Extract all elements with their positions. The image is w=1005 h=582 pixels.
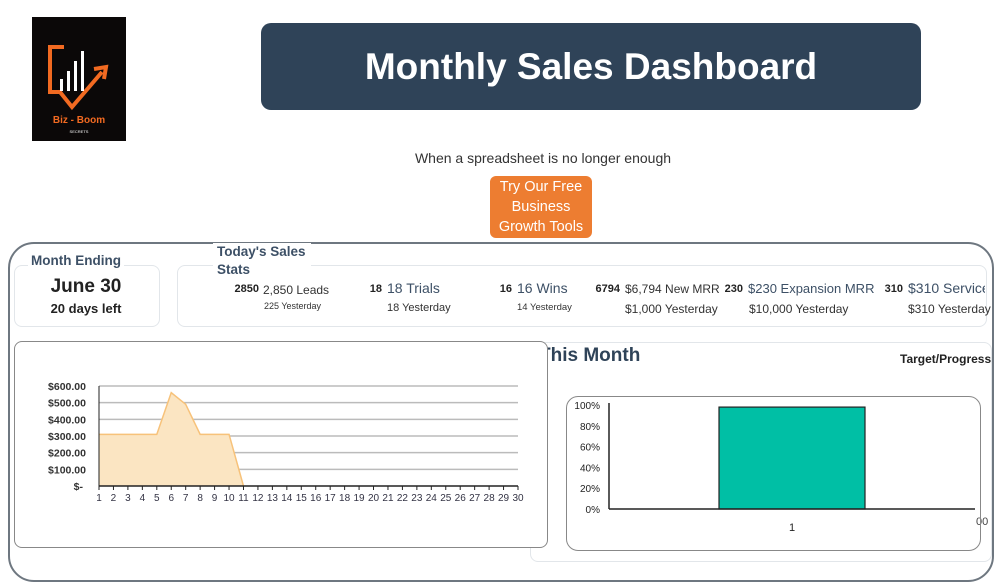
y-tick-label: 80%	[580, 422, 600, 433]
x-tick-label: 17	[325, 493, 337, 504]
y-tick-label: 100%	[574, 401, 600, 412]
logo-chart-icon: Biz - Boom SECRETS	[32, 17, 126, 141]
stat-leads: 2,850 Leads	[263, 283, 329, 297]
x-tick-label: 22	[397, 493, 409, 504]
days-left: 20 days left	[14, 301, 158, 316]
y-tick-label: $500.00	[48, 398, 86, 410]
x-tick-label: 9	[212, 493, 218, 504]
logo-subtext: SECRETS	[70, 129, 89, 134]
stat-new-mrr-yesterday: $1,000 Yesterday	[625, 302, 718, 316]
x-tick-label: 14	[281, 493, 293, 504]
progress-bar	[719, 407, 865, 509]
stat-trials-yesterday: 18 Yesterday	[387, 302, 451, 314]
x-tick-label: 26	[455, 493, 467, 504]
stat-services-num: 310	[868, 283, 903, 295]
y-tick-label: $-	[74, 481, 84, 493]
x-tick-label: 10	[223, 493, 235, 504]
stat-trials: 18 Trials	[387, 280, 440, 296]
stat-leads-num: 2850	[215, 283, 259, 295]
x-tick-label: 1	[789, 522, 795, 534]
x-tick-label: 12	[252, 493, 264, 504]
y-tick-label: $300.00	[48, 431, 86, 443]
stat-wins-yesterday: 14 Yesterday	[517, 302, 572, 313]
tagline: When a spreadsheet is no longer enough	[330, 150, 756, 166]
y-tick-label: 0%	[586, 505, 601, 516]
month-ending-date: June 30	[14, 276, 158, 298]
x-tick-label: 29	[498, 493, 510, 504]
x-tick-label: 1	[96, 493, 102, 504]
target-progress-chart: 0% 20% 40% 60% 80% 100% 1	[567, 397, 980, 550]
month-ending-label: Month Ending	[28, 253, 124, 268]
x-tick-label: 7	[183, 493, 189, 504]
page-title: Monthly Sales Dashboard	[261, 23, 921, 110]
target-progress-chart-panel: 0% 20% 40% 60% 80% 100% 1	[566, 396, 981, 551]
logo: Biz - Boom SECRETS	[32, 17, 126, 141]
target-progress-label: Target/Progress	[900, 352, 991, 366]
x-tick-label: 28	[484, 493, 496, 504]
x-tick-label: 8	[197, 493, 203, 504]
stat-trials-num: 18	[350, 283, 382, 295]
x-tick-label: 30	[512, 493, 524, 504]
x-tick-label: 2	[111, 493, 117, 504]
stat-expansion-num: 230	[705, 283, 743, 295]
stat-wins: 16 Wins	[517, 280, 568, 296]
free-tools-button-label: Try Our Free Business Growth Tools	[496, 177, 586, 237]
x-tick-label: 25	[440, 493, 452, 504]
x-tick-label: 11	[238, 493, 249, 504]
stat-new-mrr-num: 6794	[580, 283, 620, 295]
x-tick-label: 27	[469, 493, 481, 504]
y-tick-label: $600.00	[48, 381, 86, 393]
x-tick-label: 24	[426, 493, 438, 504]
this-month-title: This Month	[539, 345, 640, 367]
stat-leads-yesterday: 225 Yesterday	[264, 301, 321, 311]
y-tick-label: 60%	[580, 443, 600, 454]
x-tick-label: 4	[140, 493, 146, 504]
x-tick-label: 21	[382, 493, 394, 504]
x-tick-label: 20	[368, 493, 380, 504]
area-fill	[99, 393, 243, 486]
x-tick-label: 16	[310, 493, 322, 504]
sales-stats-label: Today's Sales Stats	[213, 243, 311, 279]
stat-services: $310 Services	[908, 280, 985, 296]
free-tools-button[interactable]: Try Our Free Business Growth Tools	[490, 176, 592, 238]
y-tick-label: $100.00	[48, 464, 86, 476]
x-tick-label: 6	[168, 493, 174, 504]
stat-expansion-mrr: $230 Expansion MRR	[748, 281, 874, 296]
daily-sales-chart: $- $100.00 $200.00 $300.00 $400.00 $500.00 $60…	[15, 342, 547, 547]
x-tick-label: 15	[296, 493, 308, 504]
logo-text: Biz - Boom	[53, 115, 105, 126]
stat-wins-num: 16	[480, 283, 512, 295]
daily-sales-chart-panel: $- $100.00 $200.00 $300.00 $400.00 $500.00 $60…	[14, 341, 548, 548]
x-tick-label: 18	[339, 493, 351, 504]
y-tick-label: $400.00	[48, 414, 86, 426]
y-tick-label: 40%	[580, 463, 600, 474]
x-tick-label: 19	[354, 493, 366, 504]
y-tick-label: 20%	[580, 484, 600, 495]
x-tick-label: 5	[154, 493, 160, 504]
stat-services-yesterday: $310 Yesterday	[908, 302, 991, 316]
x-tick-label: 13	[267, 493, 279, 504]
y-tick-label: $200.00	[48, 448, 86, 460]
stat-expansion-yesterday: $10,000 Yesterday	[749, 302, 848, 316]
x-tick-label: 23	[411, 493, 423, 504]
x-tick-label: 3	[125, 493, 131, 504]
